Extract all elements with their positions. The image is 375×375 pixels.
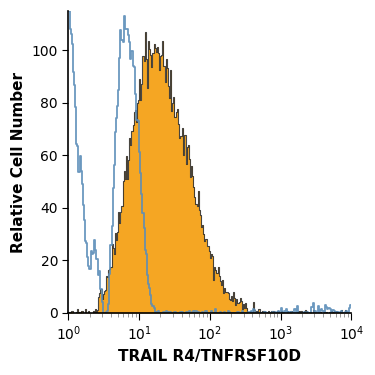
X-axis label: TRAIL R4/TNFRSF10D: TRAIL R4/TNFRSF10D [118,349,302,364]
Y-axis label: Relative Cell Number: Relative Cell Number [11,72,26,252]
